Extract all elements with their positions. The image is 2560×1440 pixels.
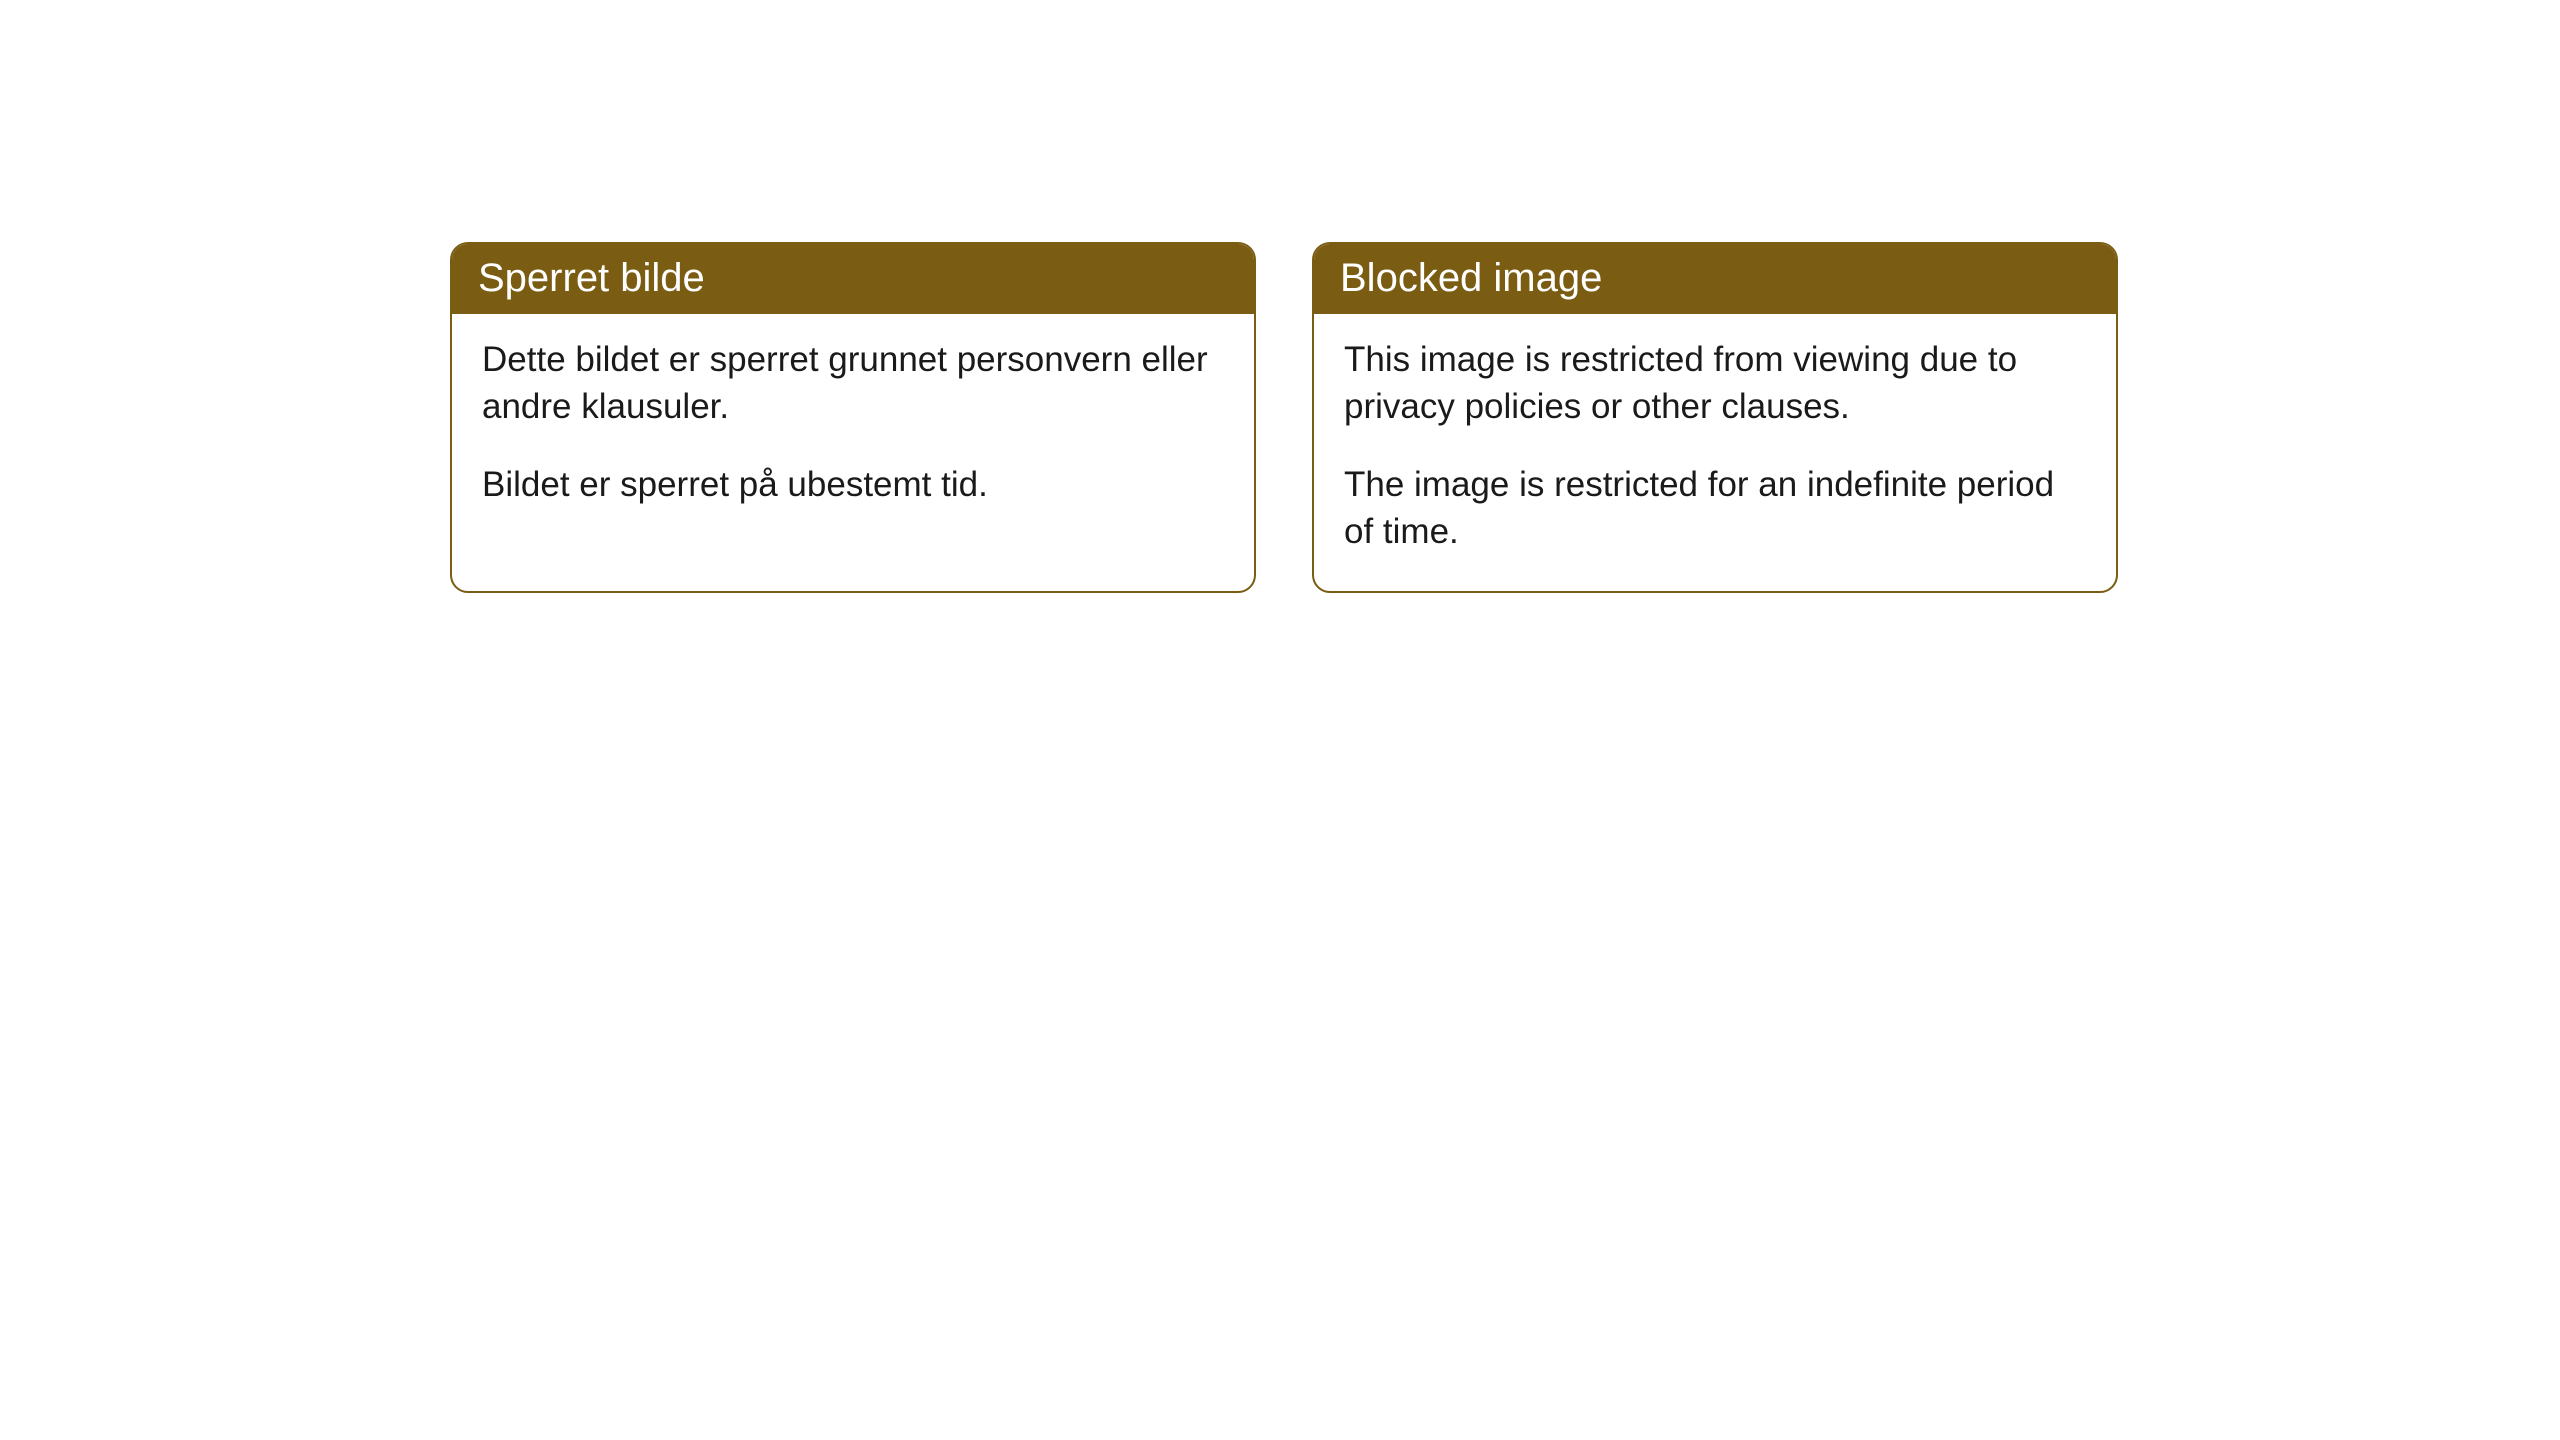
card-paragraph: Dette bildet er sperret grunnet personve… — [482, 336, 1224, 431]
card-paragraph: This image is restricted from viewing du… — [1344, 336, 2086, 431]
card-header: Blocked image — [1314, 244, 2116, 314]
card-body: This image is restricted from viewing du… — [1314, 314, 2116, 591]
card-header: Sperret bilde — [452, 244, 1254, 314]
card-title: Sperret bilde — [478, 256, 705, 300]
notice-card-english: Blocked image This image is restricted f… — [1312, 242, 2118, 593]
card-paragraph: The image is restricted for an indefinit… — [1344, 461, 2086, 556]
notice-card-norwegian: Sperret bilde Dette bildet er sperret gr… — [450, 242, 1256, 593]
card-title: Blocked image — [1340, 256, 1602, 300]
card-paragraph: Bildet er sperret på ubestemt tid. — [482, 461, 1224, 508]
notice-container: Sperret bilde Dette bildet er sperret gr… — [0, 0, 2560, 593]
card-body: Dette bildet er sperret grunnet personve… — [452, 314, 1254, 544]
